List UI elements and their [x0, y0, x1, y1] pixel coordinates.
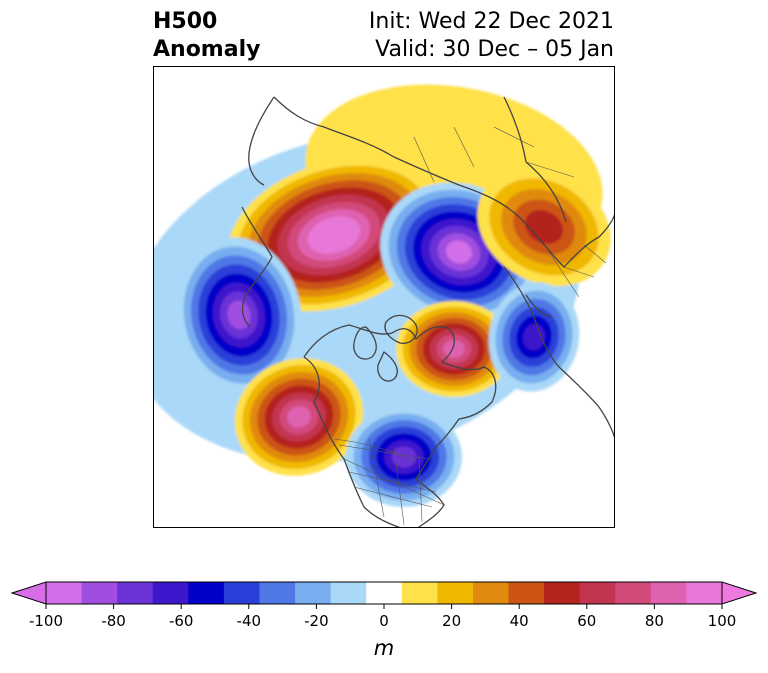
field-label: H500 — [153, 8, 260, 36]
colorbar-cell — [366, 582, 402, 604]
colorbar-cell — [402, 582, 438, 604]
colorbar-cell — [686, 582, 722, 604]
colorbar-cell — [259, 582, 295, 604]
colorbar-cell — [82, 582, 118, 604]
colorbar-tick-label: -20 — [304, 612, 329, 630]
colorbar-tick-label: 80 — [645, 612, 664, 630]
colorbar-tick-label: 40 — [510, 612, 529, 630]
colorbar-tick-label: -40 — [237, 612, 262, 630]
field-type-label: Anomaly — [153, 36, 260, 64]
colorbar-cell — [224, 582, 260, 604]
colorbar-cell — [580, 582, 616, 604]
colorbar-tick-label: 0 — [379, 612, 389, 630]
colorbar-unit-label: m — [0, 636, 768, 660]
colorbar-cell — [437, 582, 473, 604]
colorbar-cell — [331, 582, 367, 604]
colorbar-tick-label: -60 — [169, 612, 194, 630]
colorbar-cell — [188, 582, 224, 604]
colorbar-tick-label: -100 — [29, 612, 63, 630]
colorbar-cell — [153, 582, 189, 604]
colorbar-cell — [544, 582, 580, 604]
colorbar-extend-min — [12, 582, 46, 604]
map-dates: Init: Wed 22 Dec 2021 Valid: 30 Dec – 05… — [369, 8, 614, 64]
colorbar-tick-label: -80 — [101, 612, 126, 630]
colorbar-tick-label: 60 — [577, 612, 596, 630]
map-title: H500 Anomaly — [153, 8, 260, 64]
colorbar-cell — [295, 582, 331, 604]
init-date: Init: Wed 22 Dec 2021 — [369, 8, 614, 36]
colorbar-cell — [615, 582, 651, 604]
colorbar-cell — [46, 582, 82, 604]
valid-date: Valid: 30 Dec – 05 Jan — [369, 36, 614, 64]
colorbar-extend-max — [722, 582, 756, 604]
colorbar-cell — [117, 582, 153, 604]
colorbar-cell — [651, 582, 687, 604]
colorbar-tick-label: 100 — [708, 612, 737, 630]
anomaly-map — [153, 66, 615, 528]
colorbar-tick-label: 20 — [442, 612, 461, 630]
colorbar-cell — [473, 582, 509, 604]
colorbar-cell — [509, 582, 545, 604]
